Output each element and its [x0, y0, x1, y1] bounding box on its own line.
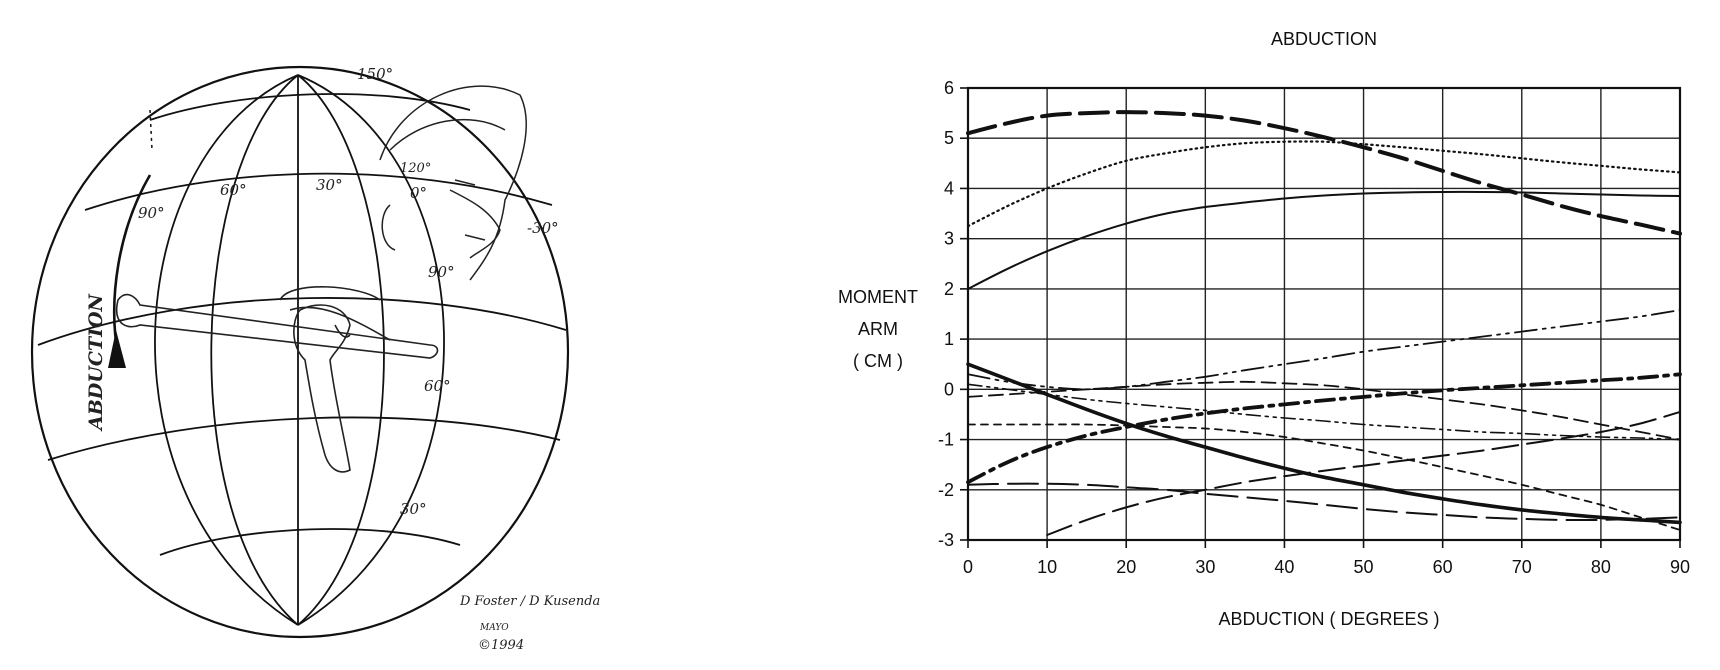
y-tick-label: -3: [938, 530, 954, 550]
moment-arm-chart: ABDUCTION 0 10 20 30 40 50 60 70 80 90 -3 -2 -1 0 1 2 3 4…: [838, 29, 1690, 629]
globe-illustration: 150° 120° 90° 60° 30° 0° -30° 90° 60° 30…: [30, 65, 600, 653]
y-tick-label: 1: [944, 329, 954, 349]
head-face: [449, 189, 501, 259]
clavicle: [289, 306, 391, 341]
scapula: [293, 304, 351, 473]
series-line-dash-dot-heavy: [966, 372, 1682, 485]
meridian-line: [154, 74, 299, 626]
series-layer: [966, 110, 1682, 536]
y-tick-label: 5: [944, 128, 954, 148]
y-tick-label: -1: [938, 430, 954, 450]
y-tick-label: 6: [944, 78, 954, 98]
parallel-line: [84, 172, 553, 211]
parallel-line: [159, 528, 461, 556]
meridian-line: [210, 74, 299, 626]
signature: D Foster / D Kusenda MAYO ©1994: [459, 594, 600, 653]
series-line-dash-dot-dot-thin: [967, 383, 1681, 441]
meridian-line: [297, 74, 445, 626]
y-axis-label-line-3: ( CM ): [853, 351, 903, 371]
x-tick-label: 60: [1433, 557, 1453, 577]
series-line-dash-dot-dot: [967, 309, 1681, 391]
y-axis-label-line-2: ARM: [858, 319, 898, 339]
meridian-label-minus-30: -30°: [527, 219, 559, 237]
series-line-solid-heavy: [966, 362, 1682, 525]
shoulder-sketch: [115, 286, 439, 473]
parallel-label-90: 90°: [138, 204, 165, 222]
chart-grid: [967, 87, 1681, 541]
meridian-label-90: 90°: [428, 263, 455, 281]
glenoid: [334, 324, 351, 338]
series-line-dotted: [966, 140, 1682, 228]
y-tick-label: 0: [944, 379, 954, 399]
head-eye: [454, 179, 476, 186]
signature-names: D Foster / D Kusenda: [459, 594, 600, 609]
y-tick-label: 2: [944, 279, 954, 299]
y-tick-label: 3: [944, 229, 954, 249]
plot-frame: [966, 86, 1682, 542]
abduction-arrow: [108, 174, 152, 368]
meridian-label-120: 120°: [400, 161, 431, 176]
arrow-shaft: [113, 174, 152, 356]
meridian-label-0: 0°: [410, 184, 427, 202]
signature-mayo: MAYO: [479, 623, 509, 633]
parallel-line: [149, 93, 471, 121]
parallel-line: [37, 297, 567, 346]
parallel-label-60: 60°: [220, 181, 247, 199]
head-ear: [381, 204, 396, 251]
parallel-label-30: 30°: [316, 176, 343, 194]
abduction-arrow-label: ABDUCTION: [85, 293, 107, 432]
humerus-bone: [115, 293, 439, 359]
series-line-medium-dash: [967, 380, 1681, 441]
meridian-line: [297, 74, 385, 626]
x-tick-label: 40: [1274, 557, 1294, 577]
axis-ticks: 0 10 20 30 40 50 60 70 80 90 -3 -2 -1 0 1 2 3 4 5 6: [938, 78, 1690, 577]
x-tick-label: 70: [1512, 557, 1532, 577]
x-tick-label: 20: [1116, 557, 1136, 577]
series-line-short-dash: [967, 423, 1681, 531]
arrow-head: [108, 330, 126, 368]
chart-title: ABDUCTION: [1271, 29, 1377, 49]
y-axis-label-line-1: MOMENT: [838, 287, 918, 307]
meridian-label-150: 150°: [357, 65, 393, 83]
globe-outline: [30, 65, 570, 639]
parallel-line: [47, 416, 561, 461]
globe-parallels: [37, 93, 567, 556]
x-tick-label: 10: [1037, 557, 1057, 577]
x-tick-label: 0: [963, 557, 973, 577]
signature-year: ©1994: [478, 638, 524, 653]
meridian-label-60: 60°: [424, 377, 451, 395]
head-mouth: [464, 234, 486, 241]
x-axis-label: ABDUCTION ( DEGREES ): [1218, 609, 1439, 629]
meridian-label-30: 30°: [400, 500, 427, 518]
x-tick-label: 30: [1195, 557, 1215, 577]
series-line-long-dash-rising: [1046, 410, 1681, 536]
x-tick-label: 50: [1354, 557, 1374, 577]
head-hair: [389, 118, 506, 151]
shoulder-contour: [279, 286, 381, 301]
y-tick-label: -2: [938, 480, 954, 500]
head-sketch: [379, 85, 527, 281]
y-tick-label: 4: [944, 178, 954, 198]
x-tick-label: 90: [1670, 557, 1690, 577]
globe-meridians: [154, 74, 445, 626]
x-tick-label: 80: [1591, 557, 1611, 577]
series-line-long-dash-heavy: [966, 110, 1682, 236]
series-line-solid-thin: [967, 190, 1681, 290]
